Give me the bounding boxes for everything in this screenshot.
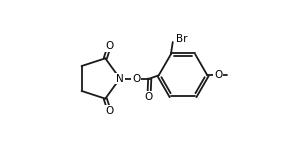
Text: O: O [145, 92, 153, 102]
Text: O: O [105, 41, 113, 51]
Text: Br: Br [176, 34, 187, 44]
Text: N: N [116, 73, 124, 84]
Text: O: O [132, 73, 140, 84]
Text: O: O [105, 106, 113, 116]
Text: O: O [214, 70, 222, 80]
